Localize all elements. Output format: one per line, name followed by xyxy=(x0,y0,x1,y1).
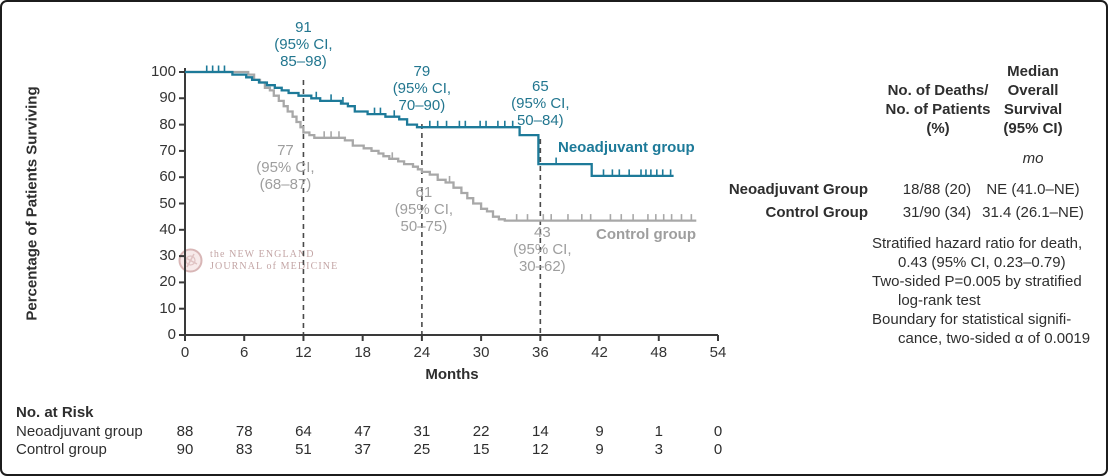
unit-label: mo xyxy=(1022,150,1044,167)
summary-median-control: 31.4 (26.1–NE) xyxy=(982,204,1084,221)
risk-value: 64 xyxy=(295,423,312,440)
risk-value: 1 xyxy=(654,423,663,440)
risk-value: 47 xyxy=(354,423,371,440)
header-line: No. of Deaths/ xyxy=(887,82,989,99)
risk-value: 15 xyxy=(472,441,490,458)
note-line: 0.43 (95% CI, 0.23–0.79) xyxy=(898,254,1066,271)
nejm-watermark-line1: the NEW ENGLAND xyxy=(210,248,315,260)
risk-value: 12 xyxy=(531,441,549,458)
risk-value: 22 xyxy=(472,423,490,440)
risk-value: 51 xyxy=(295,441,312,458)
note-line: Two-sided P=0.005 by stratified xyxy=(872,273,1082,290)
nejm-watermark-line2: JOURNAL of MEDICINE xyxy=(210,260,339,272)
risk-value: 31 xyxy=(413,423,431,440)
risk-value: 9 xyxy=(595,423,604,440)
header-line: (95% CI) xyxy=(1003,120,1063,137)
header-line: Median xyxy=(1007,63,1059,80)
note-line: Boundary for statistical signifi- xyxy=(872,311,1072,328)
survival-plot xyxy=(179,65,719,341)
summary-row-label-control: Control Group xyxy=(765,204,868,221)
deaths-column-header: No. of Deaths/No. of Patients (%) xyxy=(870,81,1006,138)
risk-value: 90 xyxy=(176,441,194,458)
summary-deaths-control: 31/90 (34) xyxy=(902,204,972,221)
km-curve xyxy=(185,70,697,222)
statistical-notes: Stratified hazard ratio for death, 0.43 (… xyxy=(872,234,1096,348)
nejm-watermark-text: the NEW ENGLAND JOURNAL of MEDICINE xyxy=(210,249,338,273)
note-line: Stratified hazard ratio for death, xyxy=(872,235,1083,252)
risk-value: 37 xyxy=(354,441,371,458)
risk-table-title: No. at Risk xyxy=(16,404,94,421)
risk-value: 88 xyxy=(176,423,194,440)
summary-median-neoadjuvant: NE (41.0–NE) xyxy=(986,181,1080,198)
header-line: No. of Patients xyxy=(885,101,991,118)
summary-deaths-neoadjuvant: 18/88 (20) xyxy=(902,181,972,198)
median-column-header: Median Overall Survival (95% CI) xyxy=(968,62,1098,138)
note-line: cance, two-sided α of 0.0019 xyxy=(898,330,1091,347)
risk-value: 9 xyxy=(595,441,604,458)
risk-value: 25 xyxy=(413,441,431,458)
risk-row-label-control: Control group xyxy=(16,441,107,458)
risk-row-label-neoadjuvant: Neoadjuvant group xyxy=(16,423,143,440)
header-line: Overall xyxy=(1007,82,1059,99)
risk-value: 78 xyxy=(235,423,253,440)
risk-value: 0 xyxy=(713,441,723,458)
risk-value: 83 xyxy=(235,441,253,458)
summary-row-label-neoadjuvant: Neoadjuvant Group xyxy=(728,181,868,198)
header-line: (%) xyxy=(926,120,950,137)
risk-value: 14 xyxy=(531,423,549,440)
risk-value: 3 xyxy=(654,441,663,458)
note-line: log-rank test xyxy=(898,292,981,309)
km-curve xyxy=(185,70,674,178)
risk-value: 0 xyxy=(713,423,723,440)
header-line: Survival xyxy=(1003,101,1063,118)
